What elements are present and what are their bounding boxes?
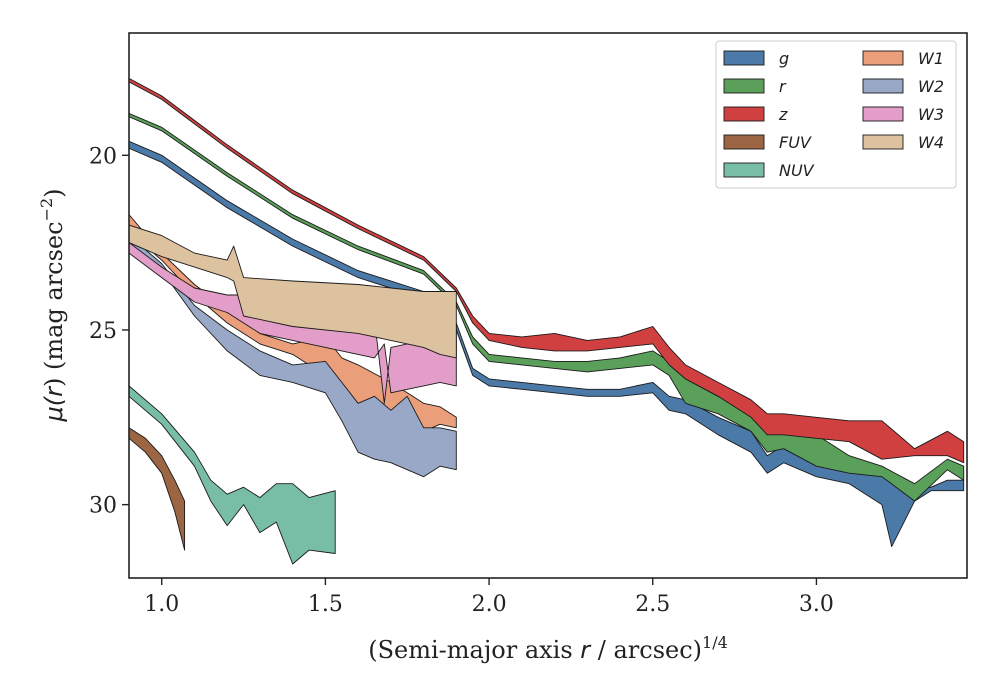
legend-label-w3: W3 <box>918 105 944 124</box>
x-tick-label: 1.0 <box>144 592 179 617</box>
legend-swatch-w3 <box>862 106 904 122</box>
y-tick-label: 25 <box>89 319 117 344</box>
series-band-w2 <box>129 235 457 478</box>
series-band-fuv <box>129 427 186 551</box>
x-tick-label: 2.0 <box>472 592 507 617</box>
x-tick-label: 2.5 <box>635 592 670 617</box>
series-band-g <box>129 140 965 548</box>
series-band-w4 <box>129 224 457 359</box>
legend-swatch-w4 <box>862 134 904 150</box>
legend: grz FUV NUV W1 W2 W3 W4 <box>715 40 957 189</box>
legend-swatch-g <box>723 50 765 66</box>
legend-frame <box>715 40 957 189</box>
x-tick-label: 1.5 <box>308 592 343 617</box>
y-axis: 20 25 30 <box>89 144 129 519</box>
legend-label-w4: W4 <box>918 133 944 152</box>
x-axis-label: (Semi-major axis r / arcsec)1/4 <box>368 633 728 664</box>
legend-swatch-r <box>723 78 765 94</box>
plot-frame <box>128 32 968 579</box>
series-band-w1 <box>129 214 457 432</box>
legend-swatch-z <box>723 106 765 122</box>
series-layer <box>129 77 965 565</box>
legend-swatch-nuv <box>723 162 765 178</box>
legend-swatch-fuv <box>723 134 765 150</box>
legend-label-g: g <box>779 49 789 68</box>
series-band-nuv <box>129 385 336 565</box>
legend-swatch-w2 <box>862 78 904 94</box>
series-band-z <box>129 77 965 464</box>
y-tick-label: 30 <box>89 494 117 519</box>
legend-swatch-w1 <box>862 50 904 66</box>
legend-label-r: r <box>779 77 787 96</box>
x-tick-label: 3.0 <box>799 592 834 617</box>
series-band-r <box>129 112 965 502</box>
legend-label-w1: W1 <box>918 49 944 68</box>
legend-label-nuv: NUV <box>779 161 815 180</box>
legend-label-z: z <box>778 105 788 124</box>
legend-label-w2: W2 <box>918 77 944 96</box>
x-axis: 1.0 1.5 2.0 2.5 3.0 <box>144 578 834 617</box>
legend-label-fuv: FUV <box>779 133 812 152</box>
y-axis-label: μ(r) (mag arcsec−2) <box>37 188 68 422</box>
y-tick-label: 20 <box>89 144 117 169</box>
